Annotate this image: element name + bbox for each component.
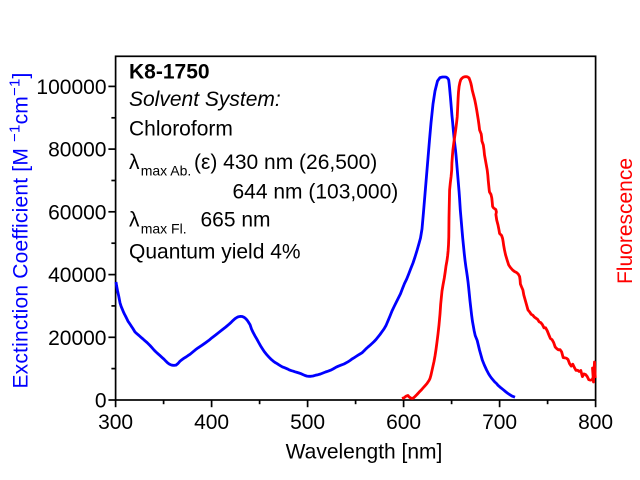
svg-text:0: 0 xyxy=(95,390,107,413)
svg-text:λ: λ xyxy=(129,151,140,174)
svg-text:60000: 60000 xyxy=(48,201,106,224)
svg-text:Solvent System:: Solvent System: xyxy=(129,88,281,111)
svg-text:665 nm: 665 nm xyxy=(201,209,271,232)
svg-text:Exctinction Coefficient [M −1c: Exctinction Coefficient [M −1cm−1] xyxy=(7,72,33,388)
svg-text:400: 400 xyxy=(194,411,229,434)
svg-text:300: 300 xyxy=(98,411,133,434)
svg-text:700: 700 xyxy=(482,411,517,434)
svg-text:600: 600 xyxy=(386,411,421,434)
svg-text:500: 500 xyxy=(290,411,325,434)
svg-text:40000: 40000 xyxy=(48,264,106,287)
svg-text:Chloroform: Chloroform xyxy=(129,118,233,141)
svg-text:K8-1750: K8-1750 xyxy=(129,61,210,84)
svg-text:20000: 20000 xyxy=(48,327,106,350)
svg-text:max Ab.: max Ab. xyxy=(141,163,192,179)
svg-text:Fluorescence: Fluorescence xyxy=(614,158,637,284)
svg-text:(ε) 430 nm (26,500): (ε) 430 nm (26,500) xyxy=(194,151,377,174)
svg-text:Wavelength [nm]: Wavelength [nm] xyxy=(286,441,443,464)
svg-text:max Fl.: max Fl. xyxy=(141,221,187,237)
svg-text:λ: λ xyxy=(129,209,140,232)
svg-text:80000: 80000 xyxy=(48,139,106,162)
svg-text:644 nm (103,000): 644 nm (103,000) xyxy=(233,181,399,204)
svg-text:800: 800 xyxy=(578,411,613,434)
svg-text:Quantum yield 4%: Quantum yield 4% xyxy=(129,241,301,264)
svg-text:100000: 100000 xyxy=(36,76,106,99)
